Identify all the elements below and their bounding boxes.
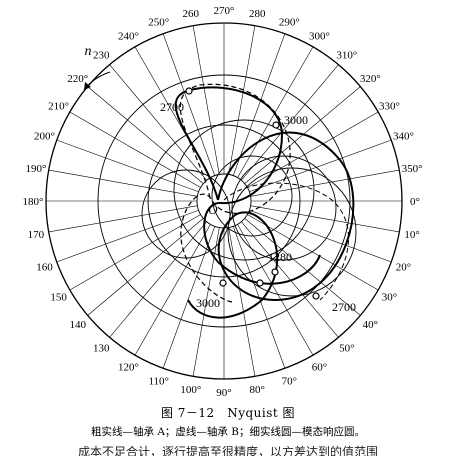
grid-spoke [192,25,220,175]
modal-response-circle [227,167,357,297]
grid-spoke [232,33,286,176]
grid-spoke [56,139,199,193]
modal-response-circle [211,155,293,237]
angle-label: 210° [48,101,69,113]
grid-spoke [250,169,400,197]
bottom-text: 成本不足合计，逐行提高至很精度，以方差达到的值范围 [77,445,378,456]
angle-label: 0° [410,196,420,208]
grid-spoke [250,205,400,233]
curve-bearing-a-second [174,86,321,285]
angle-label: 300° [309,31,330,43]
grid-spoke [228,25,256,175]
annotation-label: 2700 [332,300,356,314]
angle-label: 280 [249,8,266,20]
angle-label: 270° [214,5,235,17]
curve-marker [185,87,193,95]
angle-label: 260 [183,8,200,20]
angle-label: 70° [282,376,297,388]
grid-spoke [162,33,216,176]
angle-label: 150 [50,292,67,304]
grid-spoke [87,86,204,184]
grid-spoke [192,227,220,377]
angle-label: 330° [379,101,400,113]
angle-label: 20° [396,261,411,273]
grid-spoke [228,227,256,377]
angle-label: 100° [180,384,201,396]
modal-response-circle [173,119,315,261]
curve-marker [271,268,279,276]
angle-label: 250° [148,17,169,29]
figure-caption: 图 7－12 Nyquist 图 [160,406,296,420]
angle-label: 320° [360,73,381,85]
curve-bearing-b-second [223,182,350,301]
annotation-label: 3000 [196,296,220,310]
angle-label: 40° [363,319,378,331]
modal-response-circle [141,169,231,259]
annotation-label: 3000 [284,113,308,127]
grid-spoke [56,209,199,263]
grid-spoke [109,221,207,338]
grid-spoke [249,209,392,263]
annotation-label: 2700 [160,100,184,114]
angle-label: 290° [279,17,300,29]
angle-label: 310° [336,50,357,62]
angle-label: 110° [148,376,169,388]
grid-spoke [48,205,198,233]
modal-response-circle [231,155,337,261]
response-curves [141,83,357,319]
annotation-label: 1280 [268,250,292,264]
angle-labels: 0° 10° 20° 30° 40° 50° 60° 70° 80° 90° 100° 110° 120… [23,5,423,399]
curve-marker [219,279,227,287]
grid-spoke [69,111,201,188]
angle-label: 130 [93,342,110,354]
angle-label: 120° [118,361,139,373]
angle-label: 170 [28,229,45,241]
origin-label: O [208,202,218,217]
grid-spoke [247,214,379,291]
curve-marker [256,279,264,287]
grid-spoke [247,111,379,188]
grid-spoke [87,218,204,316]
angle-label: 140 [69,319,86,331]
angle-label: 230 [93,50,110,62]
chart-extras: On [83,44,218,217]
angle-label: 160 [36,261,53,273]
curve-bearing-a [187,131,355,319]
figure-legend: 粗实线—轴承 A；虚线—轴承 B；细实线圆—模态响应圆。 [91,426,365,438]
angle-label: 340° [393,131,414,143]
angle-label: 50° [339,342,354,354]
annotations: 2700 3000 3000 1280 2700 [160,100,356,314]
angle-label: 350° [402,163,423,175]
rotation-label: n [85,44,92,59]
grid-spoke [241,64,339,181]
angle-label: 30° [382,292,397,304]
angle-label: 180° [23,196,44,208]
angle-label: 60° [312,361,327,373]
angle-label: 200° [34,131,55,143]
arrowhead-icon [84,82,91,90]
grid-spoke [237,224,314,356]
grid-spoke [69,214,201,291]
grid-spoke [241,221,339,338]
grid-spoke [48,169,198,197]
angle-label: 220° [67,73,88,85]
curve-markers [185,87,320,300]
grid-spoke [134,224,211,356]
angle-label: 240° [118,31,139,43]
curve-marker [312,292,320,300]
curve-marker [272,121,280,129]
angle-label: 10° [404,229,419,241]
grid-spoke [109,64,207,181]
angle-label: 80° [249,384,264,396]
angle-label: 90° [216,387,231,399]
curve-bearing-b [179,83,291,303]
angle-label: 190° [25,163,46,175]
grid-spoke [162,226,216,369]
